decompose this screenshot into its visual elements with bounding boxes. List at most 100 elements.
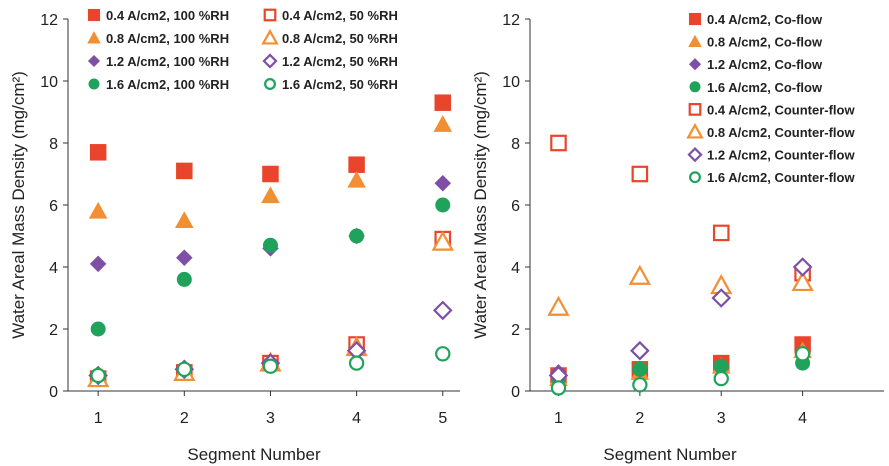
data-point bbox=[348, 156, 365, 173]
legend-marker bbox=[87, 8, 101, 22]
legend-label: 0.8 A/cm2, Co-flow bbox=[707, 35, 823, 50]
x-tick-label: 1 bbox=[94, 410, 103, 427]
legend-marker bbox=[87, 54, 101, 68]
legend-marker bbox=[688, 34, 702, 48]
data-point bbox=[349, 228, 365, 244]
legend-marker bbox=[689, 81, 701, 93]
legend-item: 1.6 A/cm2, 100 %RH bbox=[88, 77, 229, 92]
data-point bbox=[432, 300, 453, 321]
legend-label: 0.8 A/cm2, 100 %RH bbox=[106, 31, 229, 46]
y-tick-label: 6 bbox=[49, 198, 58, 215]
data-point bbox=[792, 257, 813, 277]
data-point bbox=[348, 355, 365, 371]
data-point bbox=[550, 134, 567, 152]
data-point bbox=[712, 224, 730, 242]
data-point bbox=[89, 255, 107, 273]
legend-marker bbox=[687, 146, 703, 163]
y-tick-label: 2 bbox=[511, 322, 520, 339]
legend-marker bbox=[686, 122, 704, 139]
data-point bbox=[262, 358, 279, 374]
legend-label: 1.6 A/cm2, Co-flow bbox=[707, 80, 823, 95]
y-axis-title: Water Areal Mass Density (mg/cm²) bbox=[9, 71, 28, 339]
y-tick-label: 12 bbox=[502, 12, 520, 29]
series-2 bbox=[550, 345, 811, 381]
legend-label: 1.2 A/cm2, Counter-flow bbox=[707, 148, 855, 163]
legend-marker bbox=[688, 103, 702, 116]
legend-label: 1.2 A/cm2, 100 %RH bbox=[106, 54, 229, 69]
legend-marker bbox=[263, 8, 277, 22]
legend-item: 0.8 A/cm2, 50 %RH bbox=[261, 28, 398, 46]
x-tick-label: 2 bbox=[635, 410, 644, 427]
legend-item: 0.8 A/cm2, 100 %RH bbox=[87, 31, 229, 46]
data-point bbox=[434, 94, 452, 111]
data-point bbox=[632, 377, 648, 393]
x-tick-label: 5 bbox=[438, 410, 447, 427]
legend-label: 0.4 A/cm2, 100 %RH bbox=[106, 8, 229, 23]
legend-item: 0.4 A/cm2, 50 %RH bbox=[263, 8, 398, 23]
legend: 0.4 A/cm2, 100 %RH 0.4 A/cm2, 50 %RH 0.8 A… bbox=[87, 8, 398, 92]
legend-item: 1.2 A/cm2, Counter-flow bbox=[687, 146, 855, 163]
legend-item: 1.2 A/cm2, 50 %RH bbox=[262, 53, 398, 69]
data-point bbox=[431, 230, 454, 251]
data-point bbox=[89, 144, 107, 161]
x-tick-label: 3 bbox=[266, 410, 275, 427]
y-tick-label: 6 bbox=[511, 198, 520, 215]
data-point bbox=[176, 271, 192, 287]
data-point bbox=[630, 340, 650, 361]
legend-marker bbox=[264, 78, 276, 90]
data-point bbox=[713, 358, 729, 374]
data-point bbox=[434, 175, 452, 192]
series-0 bbox=[550, 336, 811, 384]
series-5 bbox=[547, 264, 814, 316]
legend-item: 1.2 A/cm2, Co-flow bbox=[688, 57, 823, 72]
legend-label: 0.4 A/cm2, 50 %RH bbox=[282, 8, 398, 23]
legend-item: 1.6 A/cm2, Counter-flow bbox=[689, 170, 855, 185]
y-tick-label: 0 bbox=[511, 384, 520, 401]
y-tick-label: 2 bbox=[49, 322, 58, 339]
data-point bbox=[550, 380, 567, 396]
legend-label: 1.2 A/cm2, Co-flow bbox=[707, 57, 823, 72]
y-tick-label: 8 bbox=[49, 136, 58, 153]
data-point bbox=[90, 321, 106, 337]
legend-marker bbox=[689, 171, 701, 184]
legend-item: 0.4 A/cm2, Co-flow bbox=[688, 12, 823, 27]
data-point bbox=[175, 211, 194, 228]
x-axis-title: Segment Number bbox=[187, 445, 321, 464]
series-7 bbox=[550, 346, 811, 396]
series-6 bbox=[548, 257, 813, 386]
legend-label: 1.6 A/cm2, 100 %RH bbox=[106, 77, 229, 92]
x-axis-title: Segment Number bbox=[603, 445, 737, 464]
y-tick-label: 8 bbox=[511, 136, 520, 153]
data-point bbox=[347, 170, 366, 188]
data-point bbox=[794, 346, 811, 362]
series-2 bbox=[88, 115, 453, 228]
legend-marker bbox=[262, 53, 278, 69]
legend-label: 1.6 A/cm2, Counter-flow bbox=[707, 170, 855, 185]
series-7 bbox=[90, 346, 451, 384]
data-point bbox=[435, 197, 451, 213]
data-point bbox=[547, 295, 570, 316]
legend-label: 1.6 A/cm2, 50 %RH bbox=[282, 77, 398, 92]
data-point bbox=[176, 162, 193, 180]
legend-item: 0.4 A/cm2, 100 %RH bbox=[87, 8, 229, 23]
legend-marker bbox=[688, 12, 702, 26]
data-point bbox=[176, 249, 193, 266]
data-point bbox=[632, 361, 648, 377]
x-tick-label: 2 bbox=[180, 410, 189, 427]
data-point bbox=[628, 264, 652, 285]
y-tick-label: 4 bbox=[49, 260, 58, 277]
data-point bbox=[88, 201, 108, 219]
legend-marker bbox=[88, 78, 100, 90]
data-point bbox=[433, 115, 453, 132]
data-point bbox=[262, 165, 279, 183]
legend-item: 0.8 A/cm2, Counter-flow bbox=[686, 122, 855, 140]
legend-item: 1.2 A/cm2, 100 %RH bbox=[87, 54, 229, 69]
series-6 bbox=[90, 197, 451, 337]
data-point bbox=[711, 288, 732, 308]
x-tick-label: 1 bbox=[554, 410, 563, 427]
series-0 bbox=[89, 94, 452, 183]
legend-label: 0.8 A/cm2, Counter-flow bbox=[707, 125, 855, 140]
